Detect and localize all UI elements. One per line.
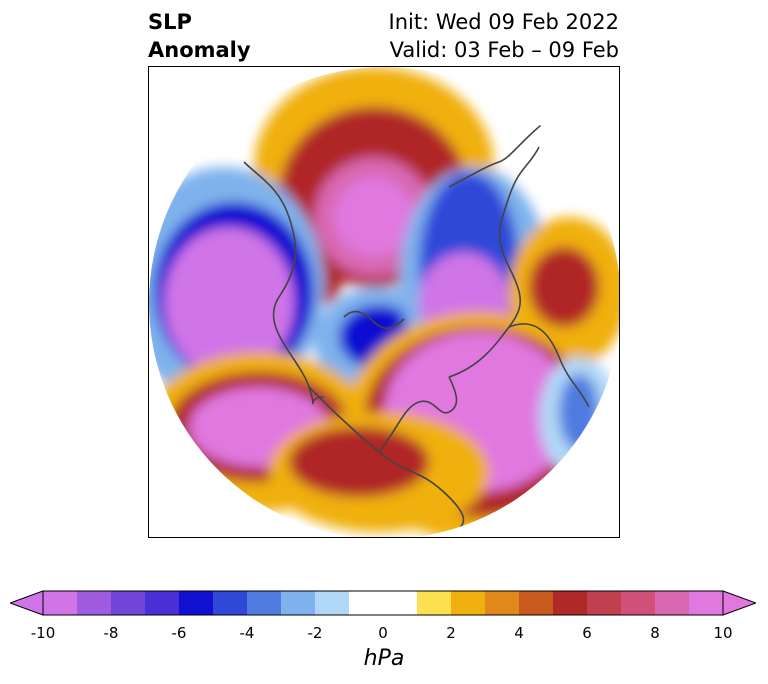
- anomaly-us-high-core: [289, 427, 429, 497]
- date-info: Init: Wed 09 Feb 2022 Valid: 03 Feb – 09…: [389, 8, 619, 64]
- colorbar-segment: [111, 591, 146, 615]
- colorbar-segment: [281, 591, 316, 615]
- colorbar-segment: [179, 591, 214, 615]
- colorbar-segment: [247, 591, 282, 615]
- colorbar-tick: 10: [713, 624, 733, 642]
- colorbar-segment: [553, 591, 588, 615]
- map-panel: [148, 66, 620, 538]
- colorbar-segment: [417, 591, 452, 615]
- anomaly-subtropical-low-core: [559, 374, 599, 450]
- anomaly-ural-high-core: [529, 247, 599, 327]
- colorbar-segment: [451, 591, 486, 615]
- colorbar-segment: [485, 591, 520, 615]
- init-date: Init: Wed 09 Feb 2022: [388, 10, 619, 34]
- colorbar-segment: [689, 591, 724, 615]
- colorbar-tick: 0: [378, 624, 388, 642]
- colorbar-tick: -8: [103, 624, 119, 642]
- colorbar-outline: [42, 590, 724, 616]
- colorbar-segment: [587, 591, 622, 615]
- colorbar-unit-label: hPa: [363, 646, 405, 671]
- colorbar-tick: 8: [650, 624, 660, 642]
- slp-anomaly-map: [149, 67, 619, 537]
- colorbar-segment: [43, 591, 78, 615]
- title-line-2: Anomaly: [148, 38, 251, 62]
- colorbar-segment: [77, 591, 112, 615]
- colorbar-arrow-right: [722, 590, 756, 616]
- colorbar-arrow-left: [10, 590, 44, 616]
- anomaly-siberian-high-peak: [334, 177, 414, 257]
- colorbar-tick: -2: [307, 624, 323, 642]
- anomaly-aleutian-low-core: [164, 227, 294, 377]
- colorbar-tick: -4: [239, 624, 255, 642]
- colorbar-segment: [519, 591, 554, 615]
- colorbar-segment: [315, 591, 350, 615]
- colorbar-segment: [213, 591, 248, 615]
- colorbar-segment: [145, 591, 180, 615]
- colorbar-segment: [349, 591, 384, 615]
- colorbar-segment: [655, 591, 690, 615]
- valid-range: Valid: 03 Feb – 09 Feb: [389, 38, 619, 62]
- colorbar-tick: 2: [446, 624, 456, 642]
- colorbar-segments: [43, 591, 724, 615]
- title-line-1: SLP: [148, 10, 192, 34]
- colorbar-segment: [621, 591, 656, 615]
- map-title: SLP Anomaly: [148, 8, 251, 64]
- colorbar-tick: -6: [171, 624, 187, 642]
- coastlines: [243, 106, 590, 537]
- colorbar-tick: 4: [514, 624, 524, 642]
- colorbar: [10, 590, 756, 616]
- colorbar-segment: [383, 591, 418, 615]
- colorbar-tick: 6: [582, 624, 592, 642]
- colorbar-tick: -10: [30, 624, 56, 642]
